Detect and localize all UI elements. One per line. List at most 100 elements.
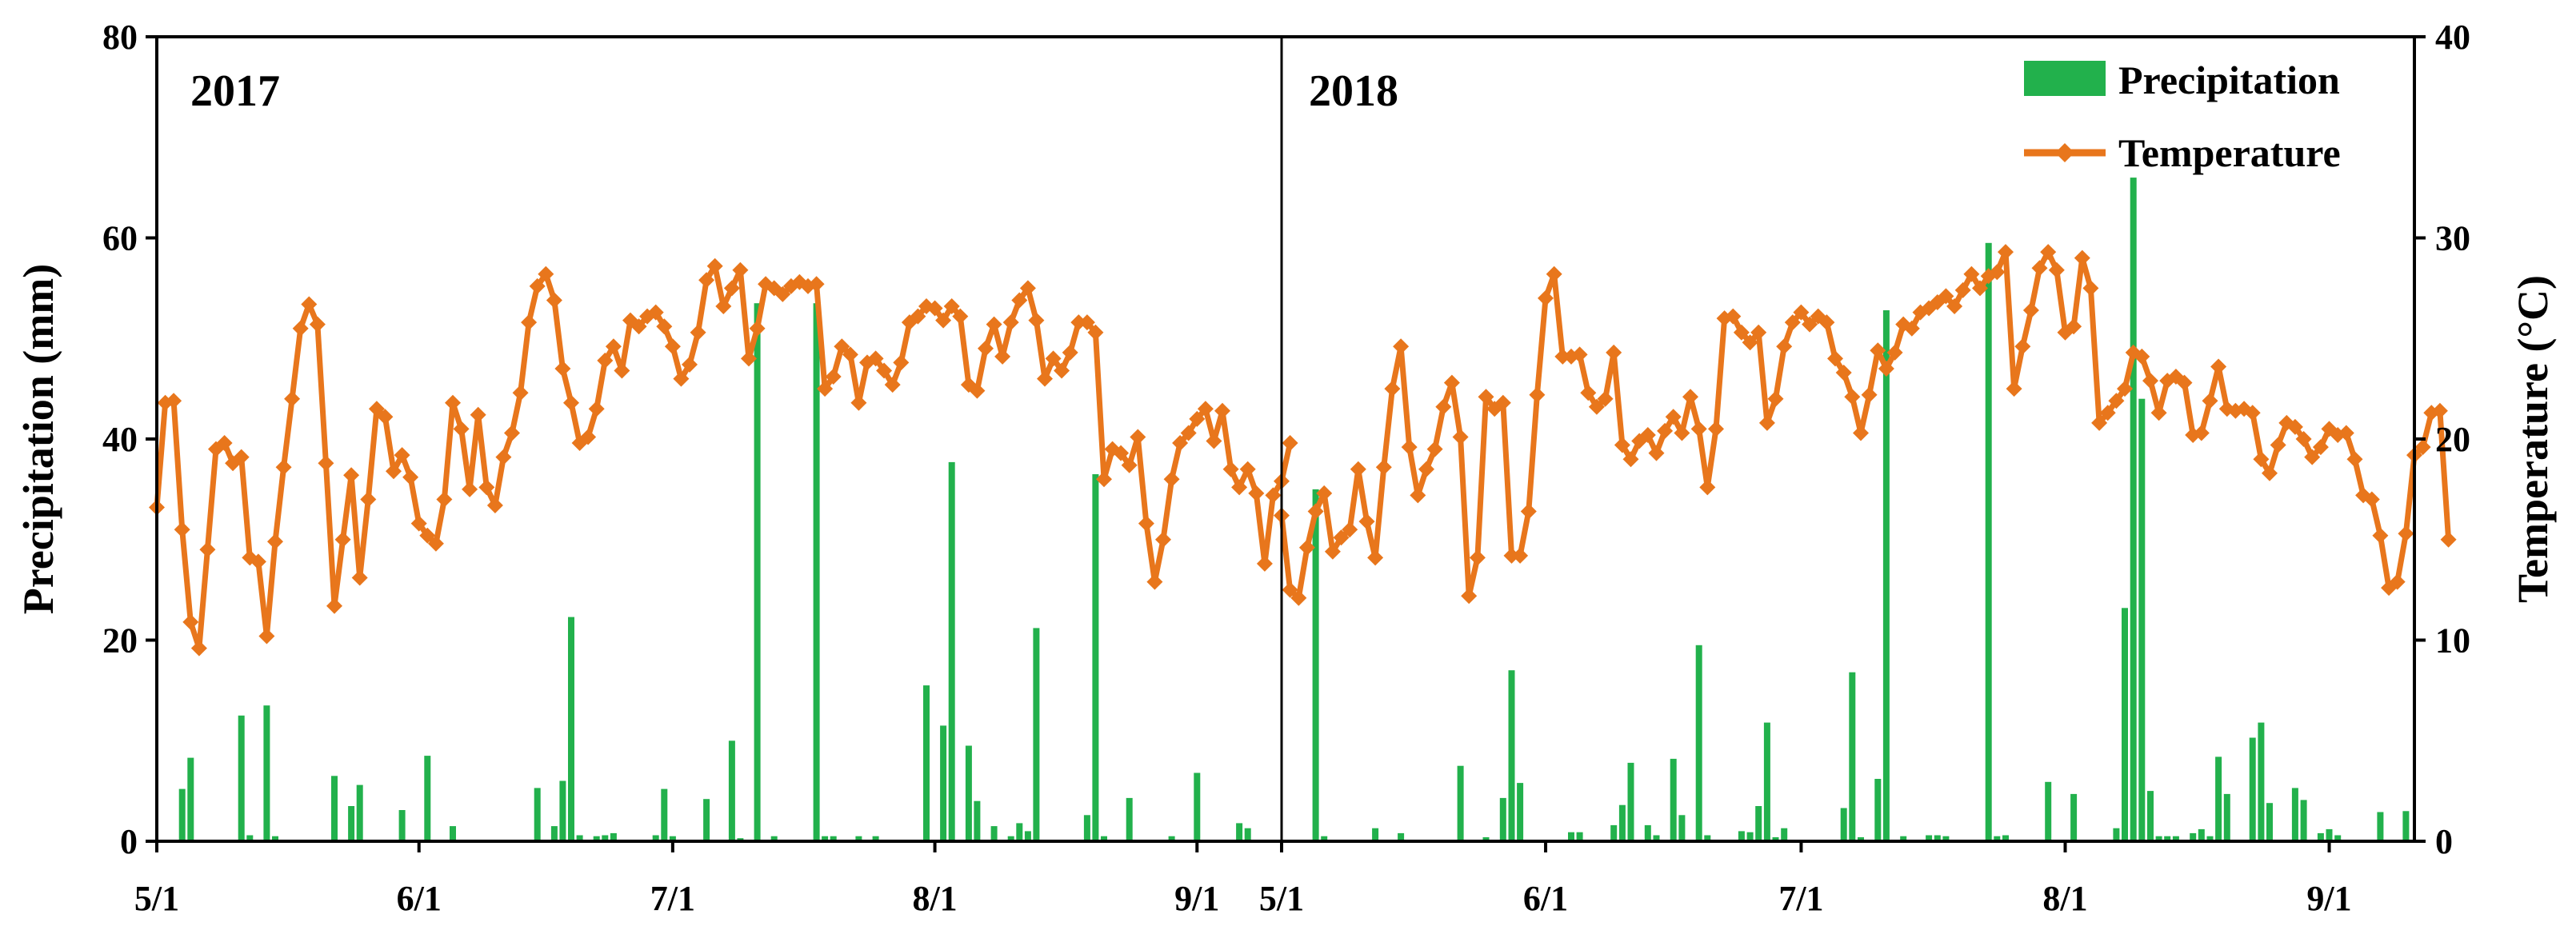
temperature-marker-2018-6 (1324, 543, 1341, 560)
precip-bar-2017-35 (948, 461, 955, 841)
temperature-marker-2018-57 (1758, 414, 1775, 431)
temperature-marker-2017-62 (673, 370, 690, 387)
temperature-marker-2018-95 (2082, 280, 2099, 297)
temperature-marker-2017-64 (690, 324, 706, 341)
temperature-marker-2017-97 (969, 382, 986, 399)
precip-bar-2018-25 (1781, 828, 1788, 841)
temperature-marker-2018-108 (2193, 425, 2210, 441)
temperature-marker-2017-83 (850, 394, 867, 411)
temperature-marker-2017-110 (1078, 314, 1095, 331)
precip-bar-2017-31 (855, 836, 862, 841)
temperature-marker-2018-27 (1503, 547, 1520, 564)
precip-bar-2018-51 (2215, 756, 2222, 841)
temperature-marker-2017-10 (233, 449, 250, 465)
temperature-marker-2017-114 (1113, 445, 1130, 461)
panel-2017-precipitation-bars (178, 303, 1251, 842)
temperature-marker-2018-45 (1657, 422, 1674, 439)
temperature-marker-2018-114 (2244, 405, 2261, 421)
precip-bar-2018-56 (2291, 788, 2298, 841)
plot-frame (155, 35, 2416, 843)
temperature-marker-2018-17 (1418, 461, 1434, 477)
temperature-marker-2018-85 (1998, 244, 2014, 261)
temperature-marker-2017-59 (647, 304, 664, 321)
legend: Precipitation Temperature (2024, 58, 2341, 175)
temperature-marker-2018-117 (2270, 437, 2286, 453)
temperature-marker-2017-119 (1155, 531, 1171, 548)
precip-bar-2018-61 (2377, 812, 2384, 841)
temperature-marker-2017-121 (1172, 435, 1189, 451)
right-tick-label-2: 20 (2435, 420, 2470, 459)
precip-bar-2018-1 (1321, 836, 1328, 841)
x-tick-label-2017-3: 8/1 (912, 879, 957, 918)
precip-bar-2017-47 (1168, 836, 1175, 841)
temperature-marker-2017-43 (512, 385, 529, 401)
temperature-marker-2017-126 (1214, 402, 1230, 419)
temperature-marker-2017-82 (842, 346, 858, 363)
temperature-marker-2017-112 (1096, 471, 1112, 488)
precip-bar-2018-47 (2172, 836, 2179, 841)
precip-bar-2018-8 (1517, 783, 1524, 841)
temperature-marker-2018-24 (1478, 389, 1494, 405)
temperature-marker-2018-125 (2338, 425, 2354, 441)
temperature-marker-2017-23 (343, 467, 360, 484)
right-tick-label-0: 0 (2435, 822, 2453, 861)
temperature-marker-2018-137 (2440, 531, 2457, 548)
temperature-marker-2017-124 (1197, 401, 1214, 417)
panel-label-2017: 2017 (190, 66, 280, 116)
temperature-marker-2017-120 (1163, 471, 1180, 488)
temperature-marker-2018-26 (1494, 394, 1511, 411)
precip-bar-2017-13 (550, 826, 558, 841)
temperature-marker-2017-86 (876, 362, 893, 379)
temperature-marker-2017-47 (546, 292, 562, 309)
temperature-marker-2018-38 (1597, 390, 1614, 407)
right-axis-title: Temperature (°C) (2509, 275, 2557, 603)
temperature-marker-2018-88 (2022, 302, 2039, 318)
precip-bar-2018-24 (1772, 837, 1779, 841)
temperature-marker-2017-104 (1028, 312, 1045, 329)
temperature-marker-2017-19 (309, 316, 326, 333)
temperature-marker-2018-18 (1426, 441, 1443, 457)
precip-bar-2017-37 (974, 800, 981, 841)
temperature-marker-2018-79 (1946, 298, 1963, 314)
temperature-marker-2017-67 (715, 298, 732, 314)
temperature-marker-2018-72 (1886, 344, 1903, 361)
temperature-marker-2018-97 (2099, 405, 2116, 421)
precip-bar-2018-44 (2147, 791, 2154, 841)
precip-bar-2017-38 (990, 826, 998, 841)
temperature-marker-2018-9 (1350, 461, 1366, 477)
temperature-marker-2018-35 (1571, 346, 1588, 363)
temperature-marker-2017-22 (334, 531, 351, 548)
precip-bar-2018-21 (1746, 832, 1754, 841)
temperature-marker-2017-6 (199, 541, 216, 558)
temperature-marker-2017-93 (935, 312, 952, 329)
temperature-marker-2017-132 (1265, 487, 1282, 504)
precip-bar-2017-40 (1016, 823, 1023, 841)
temperature-marker-2018-16 (1410, 487, 1426, 504)
x-tick-label-2018-1: 6/1 (1523, 879, 1568, 918)
precip-bar-2018-6 (1499, 797, 1506, 841)
temperature-marker-2018-119 (2286, 418, 2303, 435)
temperature-marker-2018-1 (1282, 581, 1298, 598)
temperature-marker-2017-87 (884, 377, 901, 393)
temperature-marker-2018-59 (1776, 338, 1793, 355)
temperature-marker-2018-5 (1316, 485, 1333, 501)
temperature-marker-2017-61 (664, 338, 681, 355)
precip-bar-2017-28 (813, 303, 820, 841)
precip-bar-2017-1 (187, 757, 194, 841)
legend-precipitation-swatch (2024, 61, 2106, 96)
temperature-marker-2018-69 (1861, 386, 1878, 403)
temperature-marker-2018-61 (1793, 304, 1810, 321)
temperature-marker-2018-46 (1665, 409, 1682, 425)
temperature-marker-2017-109 (1070, 314, 1087, 331)
temperature-marker-2018-89 (2031, 260, 2048, 277)
temperature-marker-2018-30 (1529, 386, 1546, 403)
precip-bar-2018-29 (1874, 779, 1882, 841)
precip-bar-2017-4 (263, 705, 270, 841)
temperature-marker-2018-55 (1742, 334, 1758, 351)
precip-bar-2018-10 (1576, 832, 1583, 841)
temperature-marker-2017-69 (732, 261, 749, 278)
temperature-marker-2018-132 (2398, 525, 2414, 542)
precip-bar-2018-13 (1627, 762, 1634, 841)
temperature-marker-2017-41 (495, 449, 512, 465)
precip-bar-2018-23 (1763, 722, 1770, 841)
